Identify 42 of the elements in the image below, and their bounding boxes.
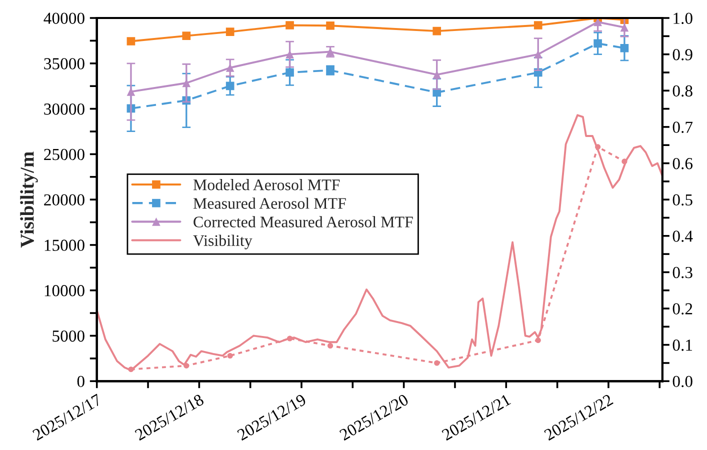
y2-tick-label: 0.3 [672, 266, 692, 278]
y2-tick-label: 1.0 [674, 12, 692, 24]
y2-tick-label: 0.7 [672, 122, 693, 133]
legend-label: Measured Aerosol MTF [193, 198, 346, 209]
point [182, 32, 191, 40]
y2-tick-label: 0.0 [672, 376, 692, 388]
point [286, 21, 294, 30]
y-tick-label: 25000 [44, 148, 84, 160]
y2-tick-label: 0.2 [672, 303, 692, 315]
point [327, 342, 334, 349]
point [326, 21, 334, 30]
point [126, 37, 136, 46]
y2-tick-label: 0.8 [672, 85, 692, 97]
point [595, 144, 601, 150]
line-series [96, 114, 662, 372]
y-tick-label: 0 [77, 376, 84, 388]
y2-tick-label: 0.4 [672, 230, 693, 242]
point [535, 338, 541, 344]
y-tick-label: 30000 [44, 103, 84, 115]
point [622, 158, 628, 164]
point [128, 366, 134, 372]
point [184, 362, 190, 368]
y-tick-label: 15000 [44, 240, 84, 251]
point [534, 21, 542, 30]
point [227, 352, 233, 359]
legend-label: Visibility [193, 234, 252, 250]
y2-tick-label: 0.1 [672, 340, 692, 351]
point [286, 336, 293, 342]
y-axis-title: Visibility/m [20, 152, 38, 248]
y-tick-label: 5000 [52, 330, 84, 342]
legend-label: Corrected Measured Aerosol MTF [194, 216, 413, 228]
point [226, 28, 234, 36]
y2-tick-label: 0.9 [672, 49, 692, 60]
y-tick-label: 20000 [44, 194, 84, 206]
point [432, 26, 442, 36]
y-tick-label: 10000 [44, 285, 84, 296]
legend-label: Modeled Aerosol MTF [193, 179, 340, 190]
y-tick-label: 35000 [44, 58, 84, 70]
y-tick-label: 40000 [44, 12, 84, 24]
point [434, 360, 440, 366]
y2-tick-label: 0.5 [672, 194, 692, 206]
y2-tick-label: 0.6 [672, 158, 693, 170]
